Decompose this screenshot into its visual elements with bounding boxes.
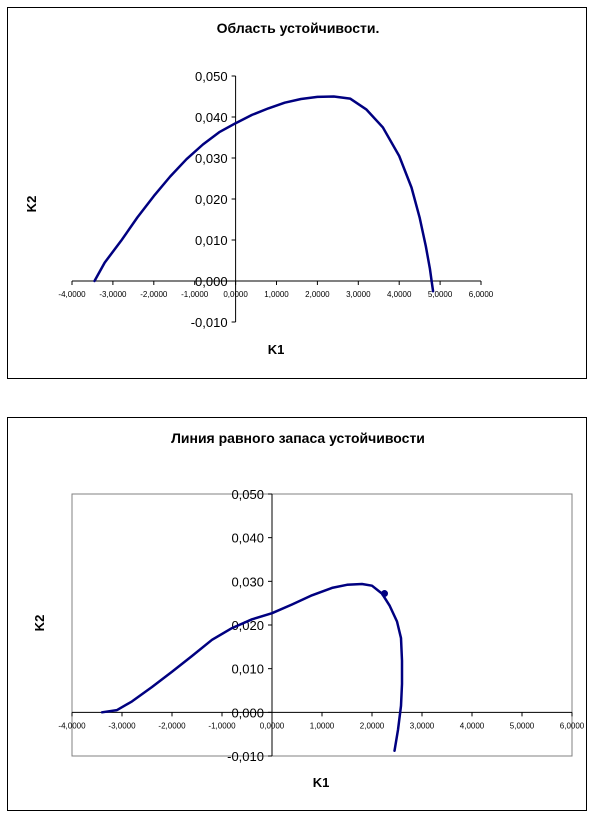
x-tick-label: -1,0000 — [208, 721, 236, 730]
chart-title: Область устойчивости. — [217, 20, 380, 36]
x-tick-label: 4,0000 — [460, 721, 485, 730]
y-tick-label: 0,030 — [231, 574, 264, 589]
y-tick-label: 0,000 — [231, 705, 264, 720]
y-tick-label: 0,050 — [231, 487, 264, 502]
chart-svg-1: Область устойчивости. -0,010 0,000 0,010 0,0… — [24, 20, 494, 357]
data-point-marker — [381, 590, 388, 598]
x-tick-label: -2,0000 — [140, 290, 168, 299]
chart-svg-2: Линия равного запаса устойчивости -0,010 0… — [32, 430, 585, 790]
x-tick-label: 3,0000 — [410, 721, 435, 730]
x-tick-label: -2,0000 — [158, 721, 186, 730]
x-tick-label: 0,0000 — [260, 721, 285, 730]
x-tick-label: 0,0000 — [223, 290, 248, 299]
x-tick-label: 1,0000 — [264, 290, 289, 299]
y-tick-label: 0,050 — [195, 69, 228, 84]
x-tick-label: 1,0000 — [310, 721, 335, 730]
y-tick-label: -0,010 — [227, 749, 264, 764]
y-axis-title: K2 — [24, 196, 39, 213]
x-tick-label: -4,0000 — [58, 721, 86, 730]
y-tick-label: 0,040 — [195, 110, 228, 125]
series-line — [100, 582, 404, 753]
x-axis-title: K1 — [313, 775, 330, 790]
x-tick-label: -1,0000 — [181, 290, 209, 299]
y-axis-title: K2 — [32, 615, 47, 632]
x-tick-label: 3,0000 — [346, 290, 371, 299]
y-tick-label: 0,020 — [195, 192, 228, 207]
x-tick-label: -3,0000 — [99, 290, 127, 299]
y-tick-label: 0,030 — [195, 151, 228, 166]
plot-area-border — [71, 493, 573, 757]
x-tick-label: 2,0000 — [305, 290, 330, 299]
x-tick-label: 6,0000 — [560, 721, 585, 730]
y-tick-label: 0,000 — [195, 274, 228, 289]
chart-stability-region: Область устойчивости. -0,010 0,000 0,010 0,0… — [7, 7, 587, 379]
x-tick-label: 2,0000 — [360, 721, 385, 730]
x-axis-title: K1 — [268, 342, 285, 357]
chart-title: Линия равного запаса устойчивости — [171, 430, 425, 446]
x-tick-label: 5,0000 — [510, 721, 535, 730]
y-tick-label: 0,010 — [231, 662, 264, 677]
x-tick-label: 4,0000 — [387, 290, 412, 299]
x-tick-label: 5,0000 — [428, 290, 453, 299]
y-tick-label: 0,020 — [231, 618, 264, 633]
y-tick-label: 0,040 — [231, 531, 264, 546]
x-tick-label: 6,0000 — [469, 290, 494, 299]
y-tick-label: -0,010 — [191, 315, 228, 330]
x-tick-label: -3,0000 — [108, 721, 136, 730]
series-line — [93, 95, 435, 293]
chart-equal-margin-line: Линия равного запаса устойчивости -0,010 0… — [7, 417, 587, 811]
y-tick-label: 0,010 — [195, 233, 228, 248]
x-tick-label: -4,0000 — [58, 290, 86, 299]
